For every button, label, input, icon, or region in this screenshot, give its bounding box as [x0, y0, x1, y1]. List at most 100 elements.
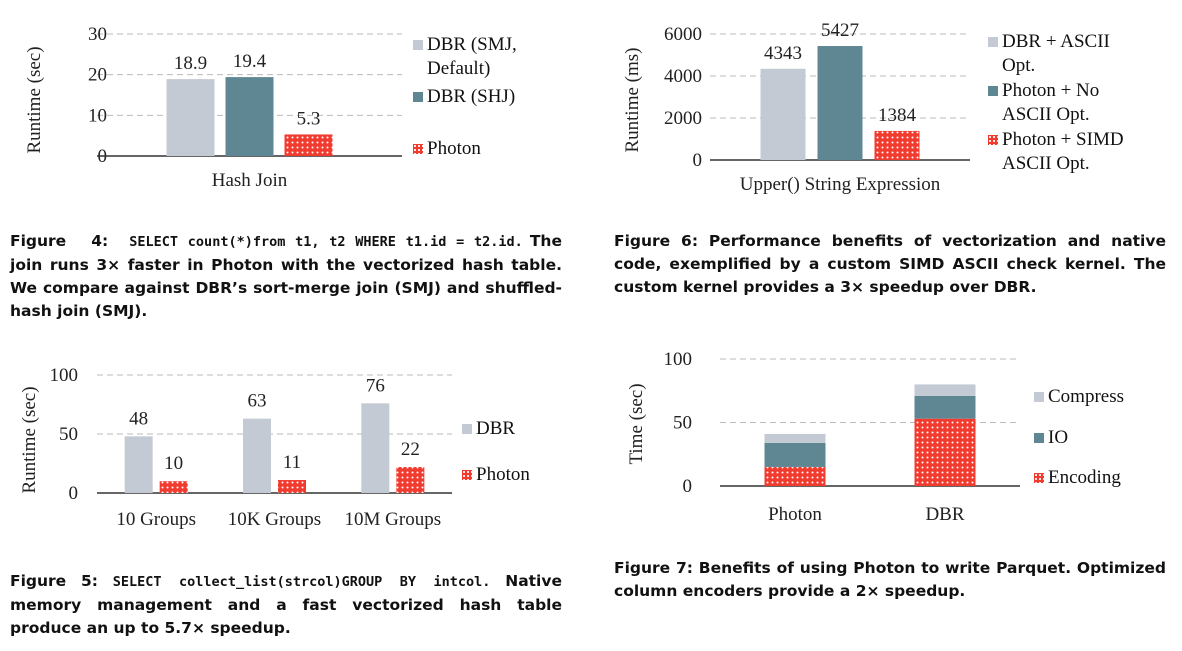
legend-dbr: DBR — [462, 417, 515, 441]
x-tick-label: 10M Groups — [345, 509, 442, 530]
legend-swatch-teal — [1034, 433, 1044, 443]
bar-grey — [166, 79, 215, 156]
figure-4-caption-code: SELECT count(*)from t1, t2 WHERE t1.id =… — [129, 234, 523, 250]
figure-6-plot: 0 2000 4000 6000 Runtime (ms) 4343 5427 1384 Upp… — [622, 20, 970, 195]
legend-photon-no-ascii: Photon + No ASCII Opt. — [988, 79, 1099, 127]
legend-label-dbr-shj: DBR (SHJ) — [427, 86, 516, 107]
bar-red — [278, 480, 306, 493]
y-tick-label: 50 — [59, 424, 78, 445]
legend-compress: Compress — [1034, 385, 1124, 409]
bar-red — [396, 467, 425, 493]
figure-6-chart: 0 2000 4000 6000 Runtime (ms) 4343 5427 1384 Upp… — [600, 0, 1182, 200]
stack-segment-teal — [764, 442, 826, 467]
bar-red — [284, 134, 333, 156]
legend-swatch-red — [988, 135, 998, 145]
legend-dbr-ascii: DBR + ASCII Opt. — [988, 30, 1110, 78]
legend-swatch-grey — [1034, 392, 1044, 402]
x-tick-label: 10 Groups — [116, 509, 196, 530]
y-tick-label: 30 — [88, 24, 107, 45]
data-label: 10 — [164, 453, 183, 474]
figure-4-caption-prefix: Figure 4: — [10, 232, 109, 250]
bar-teal — [225, 77, 274, 156]
y-tick-label: 0 — [693, 150, 703, 171]
legend-swatch-grey — [988, 37, 998, 47]
legend-label-compress: Compress — [1048, 386, 1124, 407]
legend-swatch-grey — [462, 424, 472, 434]
x-tick-label: Hash Join — [212, 170, 288, 191]
data-label: 4343 — [764, 43, 802, 64]
data-label: 48 — [129, 408, 148, 429]
legend-label-io: IO — [1048, 427, 1069, 448]
figure-4-caption-text: The join runs 3× faster in Photon with t… — [10, 232, 562, 320]
legend-label-dbr: DBR — [476, 418, 516, 439]
figure-5-caption-text: Native memory management and a fast vect… — [10, 572, 562, 637]
figure-5-plot: 0 50 100 Runtime (sec) 48 10 10 Groups 63 11 10K … — [19, 365, 452, 530]
figure-5-chart: 0 50 100 Runtime (sec) 48 10 10 Groups 63 11 10K … — [0, 355, 590, 545]
bar-grey — [243, 418, 271, 493]
y-tick-label: 100 — [664, 349, 693, 370]
figure-5-caption: Figure 5: SELECT collect_list(strcol)GRO… — [10, 570, 562, 640]
y-tick-label: 0 — [683, 476, 693, 497]
figure-7-chart: 0 50 100 Time (sec) Photon DBR Compress IO En… — [600, 340, 1182, 540]
legend-dbr-shj: DBR (SHJ) — [413, 85, 515, 109]
stack-segment-red — [914, 418, 976, 486]
legend-swatch-grey — [413, 40, 423, 50]
data-label: 5427 — [821, 20, 859, 41]
legend-encoding: Encoding — [1034, 466, 1121, 490]
y-tick-label: 0 — [69, 483, 79, 504]
figure-7-caption: Figure 7: Benefits of using Photon to wr… — [614, 559, 1166, 600]
bar-teal — [817, 46, 863, 160]
x-tick-label: Photon — [768, 504, 822, 525]
y-tick-label: 50 — [673, 413, 692, 434]
stack-segment-grey — [764, 433, 826, 443]
legend-swatch-red — [413, 144, 423, 154]
x-tick-label: 10K Groups — [228, 509, 321, 530]
bar-grey — [124, 436, 153, 493]
legend-photon: Photon — [413, 137, 481, 161]
legend-photon-5: Photon — [462, 463, 530, 487]
legend-label-photon: Photon — [427, 138, 481, 159]
figure-7-plot: 0 50 100 Time (sec) Photon DBR — [626, 349, 1020, 525]
data-label: 22 — [401, 439, 420, 460]
legend-io: IO — [1034, 426, 1068, 450]
legend-dbr-smj: DBR (SMJ, Default) — [413, 33, 517, 81]
y-tick-label: 100 — [50, 365, 79, 386]
stack-segment-red — [764, 466, 826, 486]
legend-label-photon-simd-2: ASCII Opt. — [1002, 153, 1090, 174]
legend-photon-simd: Photon + SIMD ASCII Opt. — [988, 128, 1124, 176]
legend-swatch-teal — [988, 86, 998, 96]
data-label: 11 — [283, 452, 301, 473]
y-axis-label: Runtime (sec) — [19, 386, 40, 493]
legend-label-dbr-smj-1: DBR (SMJ, — [427, 34, 517, 55]
stack-segment-teal — [914, 395, 976, 419]
data-label: 63 — [248, 391, 267, 412]
bar-red — [874, 130, 920, 160]
y-axis-label: Time (sec) — [626, 383, 647, 464]
data-label: 5.3 — [297, 108, 321, 129]
figure-5-caption-code: SELECT collect_list(strcol)GROUP BY intc… — [112, 574, 491, 590]
y-tick-label: 6000 — [664, 24, 702, 45]
figure-5-caption-prefix: Figure 5: — [10, 572, 98, 590]
bar-red — [159, 481, 188, 493]
y-tick-label: 20 — [88, 65, 107, 86]
legend-swatch-red — [1034, 473, 1044, 483]
legend-swatch-red — [462, 470, 472, 480]
legend-label-photon-5: Photon — [476, 464, 530, 485]
legend-label-photon-no-ascii-2: ASCII Opt. — [1002, 104, 1090, 125]
bar-grey — [760, 68, 806, 160]
legend-label-encoding: Encoding — [1048, 467, 1121, 488]
data-label: 18.9 — [174, 53, 207, 74]
y-tick-label: 4000 — [664, 66, 702, 87]
y-tick-label: 2000 — [664, 108, 702, 129]
x-tick-label: DBR — [925, 504, 964, 525]
data-label: 1384 — [878, 105, 917, 126]
y-axis-label: Runtime (ms) — [622, 47, 643, 152]
legend-swatch-teal — [413, 92, 423, 102]
legend-label-dbr-ascii-1: DBR + ASCII — [1002, 31, 1110, 52]
data-label: 76 — [366, 375, 385, 396]
y-tick-label: 10 — [88, 105, 107, 126]
legend-label-photon-simd-1: Photon + SIMD — [1002, 129, 1124, 150]
x-tick-label: Upper() String Expression — [740, 174, 941, 195]
